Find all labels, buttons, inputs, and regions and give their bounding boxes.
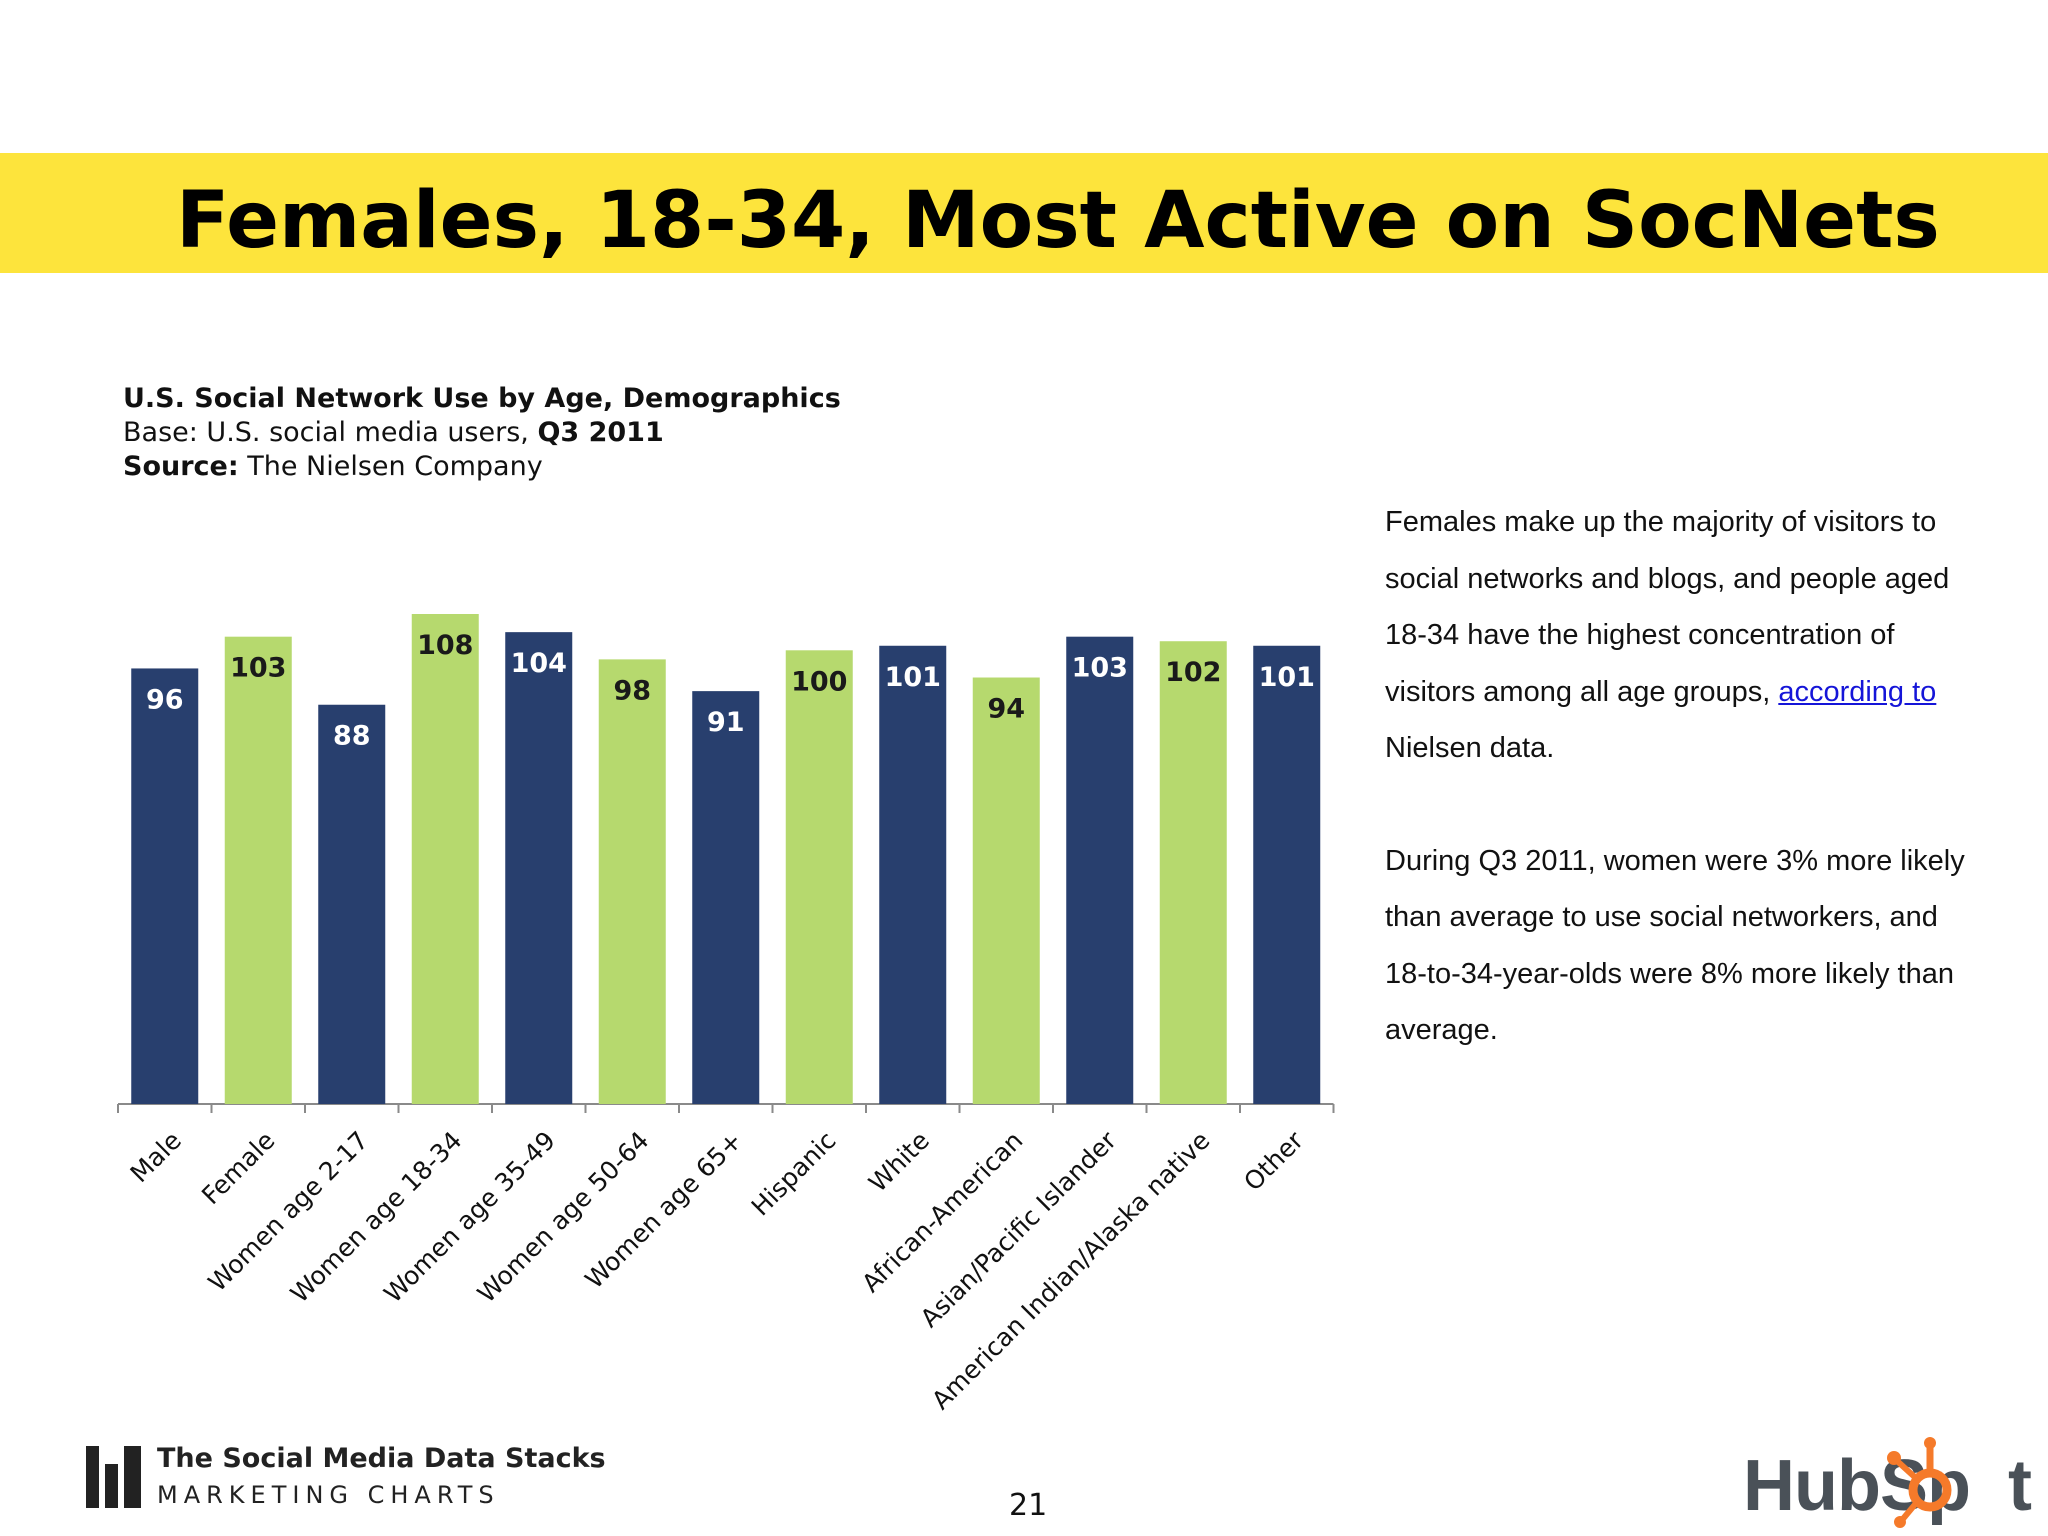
bar xyxy=(972,677,1040,1104)
bar-value-label: 103 xyxy=(1072,653,1128,684)
category-label: Other xyxy=(1238,1125,1309,1196)
bar xyxy=(785,650,853,1104)
commentary-paragraph-1: Females make up the majority of visitors… xyxy=(1385,494,1985,777)
commentary-paragraph-2: During Q3 2011, women were 3% more likel… xyxy=(1385,844,1965,1047)
chart-base-label: Base: U.S. social media users, xyxy=(123,417,538,448)
category-label: Male xyxy=(125,1126,187,1188)
bar xyxy=(224,636,292,1104)
chart-source-label: Source: xyxy=(123,451,239,482)
hubspot-sprocket-icon xyxy=(1887,1437,1952,1528)
category-label: African-American xyxy=(856,1126,1028,1298)
page-number: 21 xyxy=(1009,1488,1048,1523)
bar xyxy=(1253,645,1321,1104)
marketing-charts-logo-icon xyxy=(86,1446,142,1508)
category-label: Women age 2-17 xyxy=(203,1126,374,1297)
category-label: Women age 50-64 xyxy=(472,1126,655,1309)
commentary: Females make up the majority of visitors… xyxy=(1385,494,1985,1059)
bar-value-label: 104 xyxy=(511,648,567,679)
bar-value-label: 91 xyxy=(707,707,745,738)
bar-value-label: 102 xyxy=(1165,657,1221,688)
category-label: Women age 18-34 xyxy=(285,1126,468,1309)
bar-value-label: 96 xyxy=(146,684,184,715)
bar-value-label: 88 xyxy=(333,721,371,752)
category-label: Women age 35-49 xyxy=(378,1126,561,1309)
slide-title: Females, 18-34, Most Active on SocNets xyxy=(176,176,1940,266)
bar xyxy=(1159,641,1227,1104)
bar xyxy=(505,632,573,1104)
bar xyxy=(1066,636,1134,1104)
chart-header: U.S. Social Network Use by Age, Demograp… xyxy=(123,382,841,484)
bar xyxy=(692,691,760,1104)
brand-subtitle: MARKETING CHARTS xyxy=(157,1481,500,1509)
bar-value-label: 108 xyxy=(417,630,473,661)
bar xyxy=(411,614,479,1104)
bar xyxy=(131,668,199,1104)
bar xyxy=(879,645,947,1104)
category-label: Women age 65+ xyxy=(579,1126,748,1295)
chart-base-period: Q3 2011 xyxy=(537,417,664,448)
bar-value-label: 101 xyxy=(1259,662,1315,693)
bar xyxy=(598,659,666,1104)
according-to-link[interactable]: according to xyxy=(1778,675,1937,708)
category-label: Hispanic xyxy=(746,1126,842,1222)
chart-title: U.S. Social Network Use by Age, Demograp… xyxy=(123,383,841,414)
bar-value-label: 101 xyxy=(885,662,941,693)
bar-value-label: 98 xyxy=(613,675,651,706)
commentary-text-1b: Nielsen data. xyxy=(1385,732,1555,764)
bar-value-label: 94 xyxy=(987,694,1025,725)
chart-source-value: The Nielsen Company xyxy=(238,451,543,482)
category-label: White xyxy=(863,1126,935,1198)
title-band xyxy=(0,153,2048,273)
bar-value-label: 100 xyxy=(791,666,847,697)
bar xyxy=(318,704,386,1104)
category-label: Female xyxy=(196,1126,280,1210)
brand-title: The Social Media Data Stacks xyxy=(157,1443,606,1474)
bar-value-label: 103 xyxy=(230,653,286,684)
commentary-text-1a: Females make up the majority of visitors… xyxy=(1385,506,1950,708)
